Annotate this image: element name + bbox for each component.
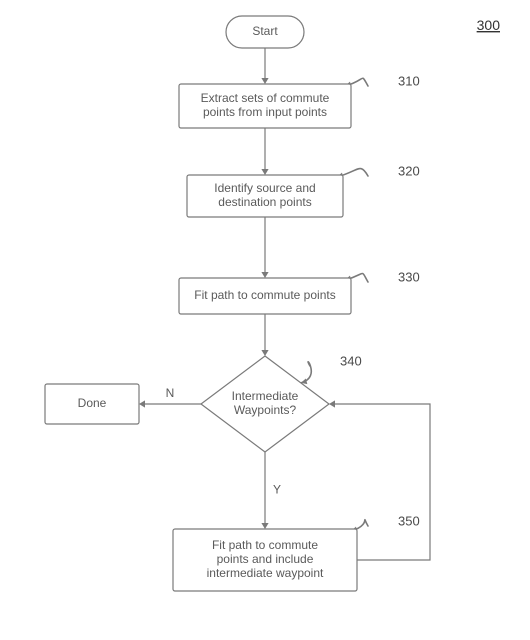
nodes-layer: Start Extract sets of commutepoints from … <box>45 16 357 591</box>
node-text: intermediate waypoint <box>207 566 324 580</box>
node-text: destination points <box>218 195 311 209</box>
edge-e1 <box>261 48 268 84</box>
node-text: points from input points <box>203 105 327 119</box>
node-text: Fit path to commute points <box>194 288 335 302</box>
arrowhead-icon <box>261 78 268 84</box>
arrowhead-icon <box>261 272 268 278</box>
reference-arrow-l330: 330 <box>345 269 420 284</box>
node-n350: Fit path to commutepoints and includeint… <box>173 529 357 591</box>
node-done: Done <box>45 384 139 424</box>
node-text: Intermediate <box>232 389 299 403</box>
node-n330: Fit path to commute points <box>179 278 351 314</box>
reference-number: 340 <box>340 353 362 368</box>
reference-arrow-l350: 350 <box>351 513 420 532</box>
reference-number: 350 <box>398 513 420 528</box>
edge-label: Y <box>273 483 281 497</box>
node-n340: IntermediateWaypoints? <box>201 356 329 452</box>
node-text: Identify source and <box>214 181 315 195</box>
edge-e5: N <box>139 386 201 407</box>
node-n320: Identify source anddestination points <box>187 175 343 217</box>
edge-e3 <box>261 217 268 278</box>
edge-e2 <box>261 128 268 175</box>
reference-arrow-l310: 310 <box>345 73 420 88</box>
reference-arrow-l340: 340 <box>301 353 362 384</box>
node-text: Fit path to commute <box>212 538 318 552</box>
node-n310: Extract sets of commutepoints from input… <box>179 84 351 128</box>
reference-number: 310 <box>398 73 420 88</box>
node-text: Extract sets of commute <box>201 91 330 105</box>
edge-e6: Y <box>261 452 281 529</box>
node-text: Done <box>78 396 107 410</box>
reference-number: 330 <box>398 269 420 284</box>
node-text: Start <box>252 24 278 38</box>
reference-number: 320 <box>398 163 420 178</box>
edge-e4 <box>261 314 268 356</box>
reference-arrow-l320: 320 <box>337 163 420 178</box>
node-start: Start <box>226 16 304 48</box>
node-text: Waypoints? <box>234 403 297 417</box>
arrowhead-icon <box>261 350 268 356</box>
edge-label: N <box>166 386 175 400</box>
node-text: points and include <box>217 552 314 566</box>
arrowhead-icon <box>261 169 268 175</box>
arrowhead-icon <box>261 523 268 529</box>
figure-number: 300 <box>477 17 501 33</box>
flowchart: 300 N Y 310 320 330 340 350 Start Extract sets… <box>0 0 530 640</box>
arrowhead-icon <box>139 400 145 407</box>
